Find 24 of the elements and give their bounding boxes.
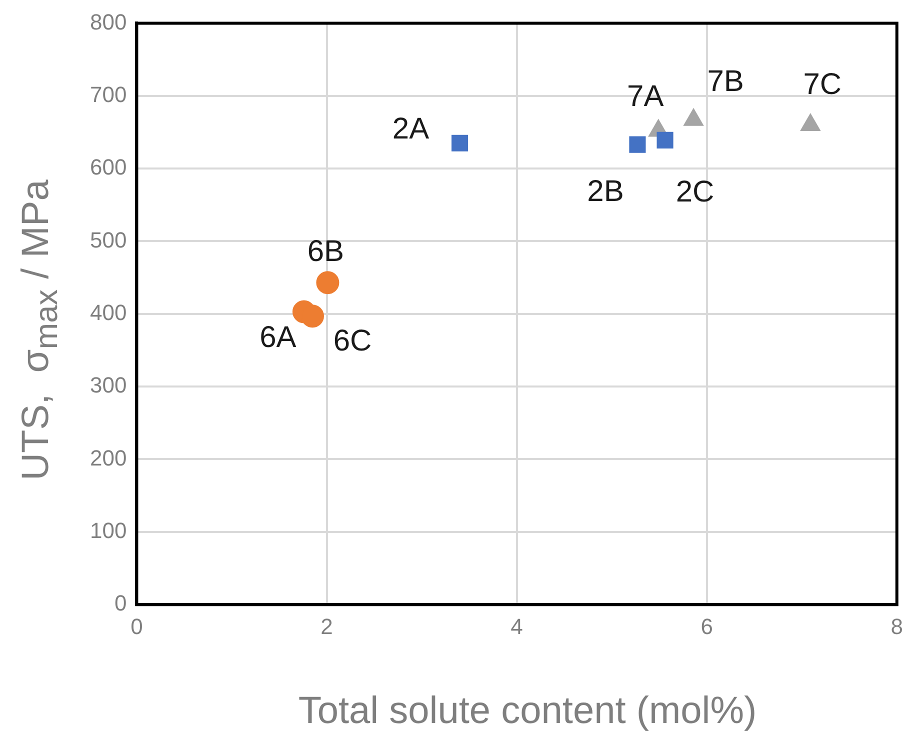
- y-tick-label: 800: [90, 9, 127, 34]
- annotation: 7C: [803, 68, 842, 102]
- y-tick-label: 300: [90, 372, 127, 398]
- x-tick-label: 4: [510, 614, 523, 639]
- y-tick-label: 400: [90, 300, 127, 325]
- annotation: 6C: [333, 324, 372, 358]
- annotation: 2B: [587, 174, 624, 208]
- annotation: 6A: [260, 320, 296, 354]
- y-tick-label: 200: [90, 445, 127, 470]
- y-tick-label: 100: [90, 518, 127, 543]
- annotation: 6B: [307, 234, 344, 268]
- annotation: 7A: [627, 80, 664, 114]
- y-tick-label: 500: [90, 227, 127, 252]
- x-tick-label: 0: [130, 614, 143, 639]
- annotation: 2A: [392, 112, 430, 146]
- y-tick-label: 600: [90, 154, 127, 180]
- y-tick-label: 700: [90, 82, 127, 107]
- x-axis-title: Total solute content (mol%): [297, 690, 758, 733]
- annotation: 7B: [707, 65, 744, 98]
- x-tick-label: 6: [700, 614, 713, 639]
- x-tick-label: 8: [890, 614, 904, 639]
- y-tick-label: 0: [114, 590, 127, 616]
- annotation: 2C: [676, 175, 714, 208]
- x-tick-label: 2: [320, 614, 333, 639]
